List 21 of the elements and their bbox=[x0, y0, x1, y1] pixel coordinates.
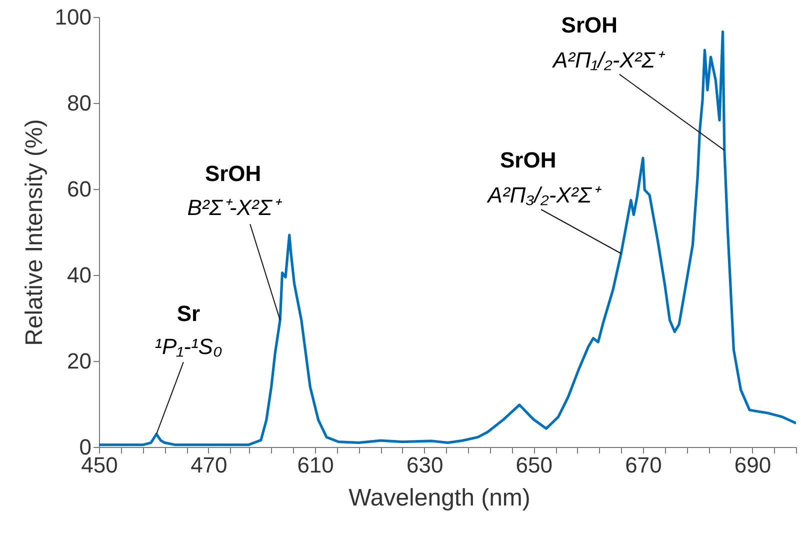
x-tick-label: 630 bbox=[406, 452, 444, 478]
y-tick-label: 20 bbox=[67, 348, 92, 374]
x-tick-label: 690 bbox=[734, 452, 772, 478]
x-tick-label: 470 bbox=[190, 452, 228, 478]
annotation: ¹P₁-¹S₀ bbox=[154, 334, 222, 360]
annotation: SrOH bbox=[204, 161, 262, 186]
x-axis-title: Wavelength (nm) bbox=[348, 484, 530, 512]
annotation: A²Π₃/₂-X²Σ⁺ bbox=[486, 182, 602, 208]
y-tick-label: 60 bbox=[67, 176, 92, 202]
x-tick-label: 610 bbox=[297, 452, 334, 478]
annotation: A²Π₁/₂-X²Σ⁺ bbox=[550, 47, 666, 72]
x-tick-label: 670 bbox=[625, 452, 662, 478]
annotation: SrOH bbox=[561, 12, 618, 38]
x-tick-label: 650 bbox=[516, 452, 553, 478]
y-axis-title: Relative Intensity (%) bbox=[20, 119, 48, 346]
annotation: SrOH bbox=[500, 148, 556, 172]
y-tick-label: 100 bbox=[54, 4, 92, 30]
annotation: B²Σ⁺-X²Σ⁺ bbox=[187, 195, 283, 220]
annotation: Sr bbox=[176, 301, 200, 326]
y-tick-label: 80 bbox=[67, 90, 92, 116]
y-tick-label: 40 bbox=[67, 262, 92, 288]
